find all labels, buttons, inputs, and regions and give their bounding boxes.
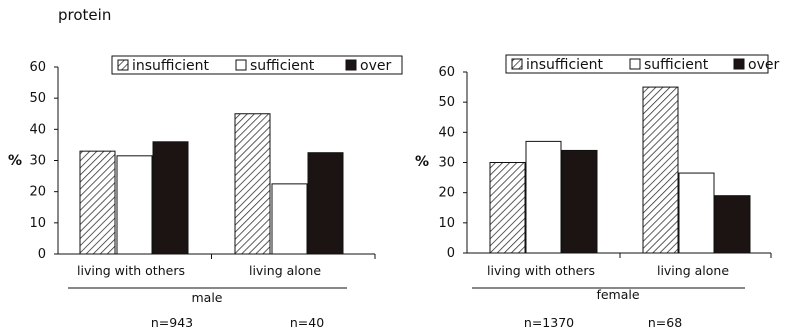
y-tick-label: 30 bbox=[438, 156, 455, 171]
bar-over-alone bbox=[714, 195, 751, 254]
bar-insufficient-alone bbox=[642, 86, 679, 254]
legend-swatch-sufficient bbox=[629, 58, 641, 70]
y-tick-label: 10 bbox=[438, 216, 455, 231]
legend-label-over: over bbox=[748, 57, 779, 73]
category-label: living alone bbox=[249, 263, 321, 278]
legend-label-sufficient: sufficient bbox=[250, 58, 315, 74]
legend: insufficient sufficient over bbox=[505, 54, 779, 74]
bar-insufficient-with-others bbox=[79, 150, 116, 255]
bar-sufficient-with-others bbox=[116, 155, 153, 255]
y-axis-label: % bbox=[8, 153, 22, 169]
y-tick-label: 50 bbox=[438, 95, 455, 110]
chart-panel-male: 0 10 20 30 40 50 60 living with others n=943 livi… bbox=[8, 55, 403, 330]
bar-sufficient-alone bbox=[271, 183, 308, 255]
legend-box bbox=[111, 55, 403, 75]
sample-size-label: n=40 bbox=[290, 315, 324, 330]
group-label: female bbox=[596, 287, 639, 302]
y-tick-label: 40 bbox=[29, 122, 46, 137]
sample-size-label: n=943 bbox=[151, 315, 193, 330]
legend-label-insufficient: insufficient bbox=[526, 57, 604, 73]
legend-label-over: over bbox=[360, 58, 391, 74]
y-axis-label: % bbox=[415, 154, 429, 170]
y-tick-label: 0 bbox=[447, 246, 455, 261]
legend-swatch-insufficient bbox=[511, 58, 523, 70]
category-label: living with others bbox=[77, 263, 185, 278]
bar-over-with-others bbox=[152, 141, 189, 255]
bar-over-alone bbox=[307, 152, 344, 255]
legend-swatch-over bbox=[345, 59, 357, 71]
y-tick-label: 60 bbox=[29, 60, 46, 75]
legend-label-sufficient: sufficient bbox=[644, 57, 709, 73]
sample-size-label: n=1370 bbox=[524, 315, 574, 330]
y-tick-label: 50 bbox=[29, 91, 46, 106]
y-tick-label: 20 bbox=[29, 185, 46, 200]
y-tick-label: 10 bbox=[29, 216, 46, 231]
bar-insufficient-alone bbox=[234, 113, 271, 255]
bar-sufficient-with-others bbox=[525, 140, 562, 254]
y-tick-label: 30 bbox=[29, 154, 46, 169]
group-label: male bbox=[192, 290, 223, 305]
bar-sufficient-alone bbox=[678, 172, 715, 254]
bar-over-with-others bbox=[561, 149, 598, 254]
legend-label-insufficient: insufficient bbox=[132, 58, 210, 74]
legend-swatch-sufficient bbox=[235, 59, 247, 71]
y-tick-label: 20 bbox=[438, 186, 455, 201]
bar-insufficient-with-others bbox=[489, 162, 526, 254]
chart-panel-female: 0 10 20 30 40 50 60 living with others n=1370 liv… bbox=[415, 54, 779, 330]
y-tick-label: 60 bbox=[438, 65, 455, 80]
legend-swatch-over bbox=[733, 58, 745, 70]
category-label: living with others bbox=[487, 263, 595, 278]
y-tick-label: 40 bbox=[438, 125, 455, 140]
legend: insufficient sufficient over bbox=[111, 55, 403, 75]
category-label: living alone bbox=[657, 263, 729, 278]
sample-size-label: n=68 bbox=[648, 315, 682, 330]
legend-swatch-insufficient bbox=[117, 59, 129, 71]
y-tick-label: 0 bbox=[38, 247, 46, 262]
page-title: protein bbox=[58, 6, 111, 24]
